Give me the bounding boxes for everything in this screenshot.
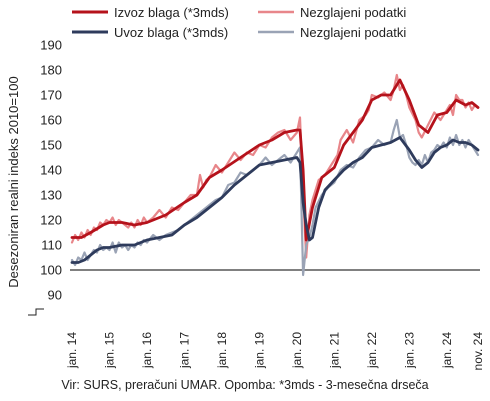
x-tick-label: nov. 24 [471, 332, 485, 371]
series-line-export-raw [70, 73, 480, 259]
y-tick-label: 120 [40, 213, 62, 228]
y-tick-label: 180 [40, 63, 62, 78]
x-tick-label: jan. 20 [290, 332, 304, 369]
legend: Izvoz blaga (*3mds) Nezglajeni podatki U… [72, 5, 406, 40]
y-tick-label: 190 [40, 38, 62, 53]
chart: 90 100 110 120 130 140 150 160 170 180 190 jan. 14… [6, 5, 485, 371]
y-axis-label: Desezoniran realni indeks 2010=100 [6, 76, 21, 287]
x-axis-ticks: jan. 14 jan. 15 jan. 16 jan. 17 jan. 18 jan. … [65, 332, 485, 371]
legend-label-import-3mds: Uvoz blaga (*3mds) [114, 25, 228, 40]
legend-label-import-raw: Nezglajeni podatki [300, 25, 406, 40]
x-tick-label: jan. 23 [402, 332, 416, 369]
source-note: Vir: SURS, preračuni UMAR. Opomba: *3mds… [61, 378, 429, 392]
series-line-import-3mds [70, 136, 480, 264]
y-tick-label: 170 [40, 88, 62, 103]
x-tick-label: jan. 24 [440, 332, 454, 369]
x-tick-label: jan. 14 [65, 332, 79, 369]
y-axis-ticks: 90 100 110 120 130 140 150 160 170 180 190 [40, 38, 62, 303]
series-layer [70, 73, 480, 277]
series-line-import-raw [70, 118, 480, 277]
x-tick-label: jan. 18 [215, 332, 229, 369]
y-tick-label: 100 [40, 263, 62, 278]
y-tick-label: 150 [40, 138, 62, 153]
y-tick-label: 110 [41, 238, 62, 253]
y-tick-label: 130 [40, 188, 62, 203]
y-axis-break-mark [28, 308, 44, 316]
legend-label-export-3mds: Izvoz blaga (*3mds) [114, 5, 229, 20]
y-tick-label: 140 [40, 163, 62, 178]
x-tick-label: jan. 17 [177, 332, 191, 369]
legend-label-export-raw: Nezglajeni podatki [300, 5, 406, 20]
y-tick-label: 90 [48, 288, 62, 303]
y-tick-label: 160 [40, 113, 62, 128]
x-tick-label: jan. 15 [102, 332, 116, 369]
x-tick-label: jan. 21 [327, 332, 341, 369]
x-tick-label: jan. 22 [365, 332, 379, 369]
x-tick-label: jan. 19 [252, 332, 266, 369]
x-tick-label: jan. 16 [140, 332, 154, 369]
